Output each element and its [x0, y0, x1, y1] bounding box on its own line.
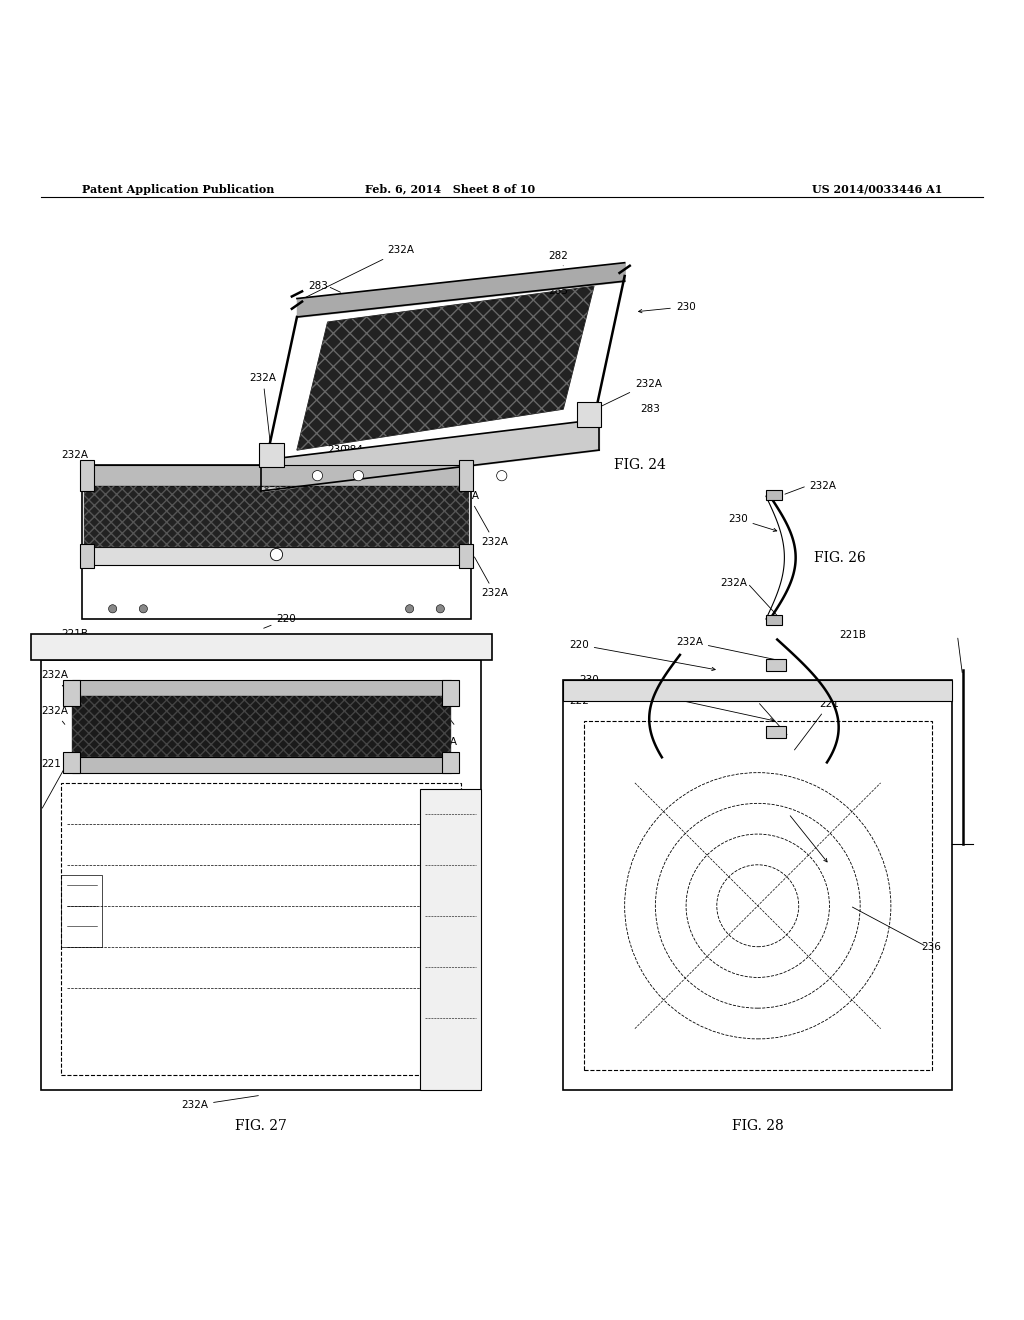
Bar	[766, 726, 786, 738]
Text: 232A: 232A	[430, 737, 457, 766]
Text: 220: 220	[264, 614, 296, 628]
Bar	[766, 659, 786, 672]
Text: 282: 282	[548, 251, 567, 265]
Bar	[766, 615, 782, 626]
Bar	[584, 722, 932, 1069]
Text: 230: 230	[728, 513, 777, 532]
Text: FIG. 25: FIG. 25	[251, 644, 302, 659]
Circle shape	[139, 605, 147, 612]
Bar	[31, 635, 492, 660]
Text: FIG. 27: FIG. 27	[236, 1119, 287, 1133]
Bar	[420, 789, 481, 1090]
FancyBboxPatch shape	[577, 403, 601, 426]
Text: 232A: 232A	[181, 1096, 258, 1110]
Text: 221: 221	[795, 700, 839, 750]
Text: 230: 230	[580, 676, 773, 722]
Bar	[80, 461, 94, 491]
Bar	[72, 696, 451, 758]
Text: FIG. 28: FIG. 28	[732, 1119, 783, 1133]
Text: 232A: 232A	[432, 477, 479, 502]
Text: 283: 283	[308, 281, 328, 292]
Circle shape	[436, 605, 444, 612]
Text: 232A: 232A	[474, 507, 508, 548]
Bar	[84, 486, 469, 546]
Bar	[82, 466, 471, 619]
Text: 232A: 232A	[721, 578, 748, 589]
Text: 232A: 232A	[299, 246, 415, 301]
Text: 230: 230	[639, 302, 695, 313]
Bar	[82, 466, 471, 486]
FancyBboxPatch shape	[259, 444, 284, 467]
Text: 232A: 232A	[809, 480, 836, 491]
Text: 230: 230	[430, 701, 454, 725]
Text: Feb. 6, 2014   Sheet 8 of 10: Feb. 6, 2014 Sheet 8 of 10	[366, 183, 536, 195]
Bar	[442, 681, 459, 706]
Bar	[41, 660, 481, 1090]
Bar	[84, 486, 469, 546]
Text: 236: 236	[922, 941, 941, 952]
Bar	[61, 875, 102, 946]
Bar	[61, 783, 461, 1074]
Text: 221: 221	[42, 759, 61, 770]
Text: 232A: 232A	[61, 450, 88, 463]
Bar	[459, 461, 473, 491]
Text: 222: 222	[569, 696, 685, 706]
Text: 221B: 221B	[61, 630, 88, 639]
Text: 232A: 232A	[737, 689, 787, 735]
Bar	[72, 696, 451, 758]
Text: US 2014/0033446 A1: US 2014/0033446 A1	[812, 183, 942, 195]
Circle shape	[312, 470, 323, 480]
Text: 232A: 232A	[474, 557, 508, 598]
Text: 221B: 221B	[840, 631, 866, 640]
Text: FIG. 26: FIG. 26	[814, 550, 866, 565]
Text: 285: 285	[548, 286, 567, 297]
Bar	[82, 546, 471, 565]
Text: 232A: 232A	[250, 374, 276, 450]
Polygon shape	[297, 286, 594, 450]
Text: 283: 283	[640, 404, 659, 414]
Bar	[80, 544, 94, 569]
Text: 232A: 232A	[676, 636, 774, 660]
Text: 232A: 232A	[591, 379, 662, 411]
Text: Patent Application Publication: Patent Application Publication	[82, 183, 274, 195]
Bar	[72, 758, 451, 772]
Bar	[459, 544, 473, 569]
Circle shape	[270, 548, 283, 561]
Bar	[72, 681, 451, 696]
Circle shape	[406, 605, 414, 612]
Text: FIG. 24: FIG. 24	[614, 458, 667, 473]
Circle shape	[109, 605, 117, 612]
Text: 232A: 232A	[41, 706, 68, 725]
Bar	[563, 681, 952, 701]
Bar	[766, 490, 782, 500]
Text: 230: 230	[280, 445, 347, 463]
Circle shape	[497, 470, 507, 480]
Text: 232A: 232A	[41, 671, 68, 689]
Bar	[63, 681, 80, 706]
Bar	[563, 681, 952, 1090]
Text: 220: 220	[569, 640, 715, 671]
Text: 284: 284	[344, 445, 364, 455]
Bar	[442, 752, 459, 772]
Circle shape	[353, 470, 364, 480]
Bar	[63, 752, 80, 772]
